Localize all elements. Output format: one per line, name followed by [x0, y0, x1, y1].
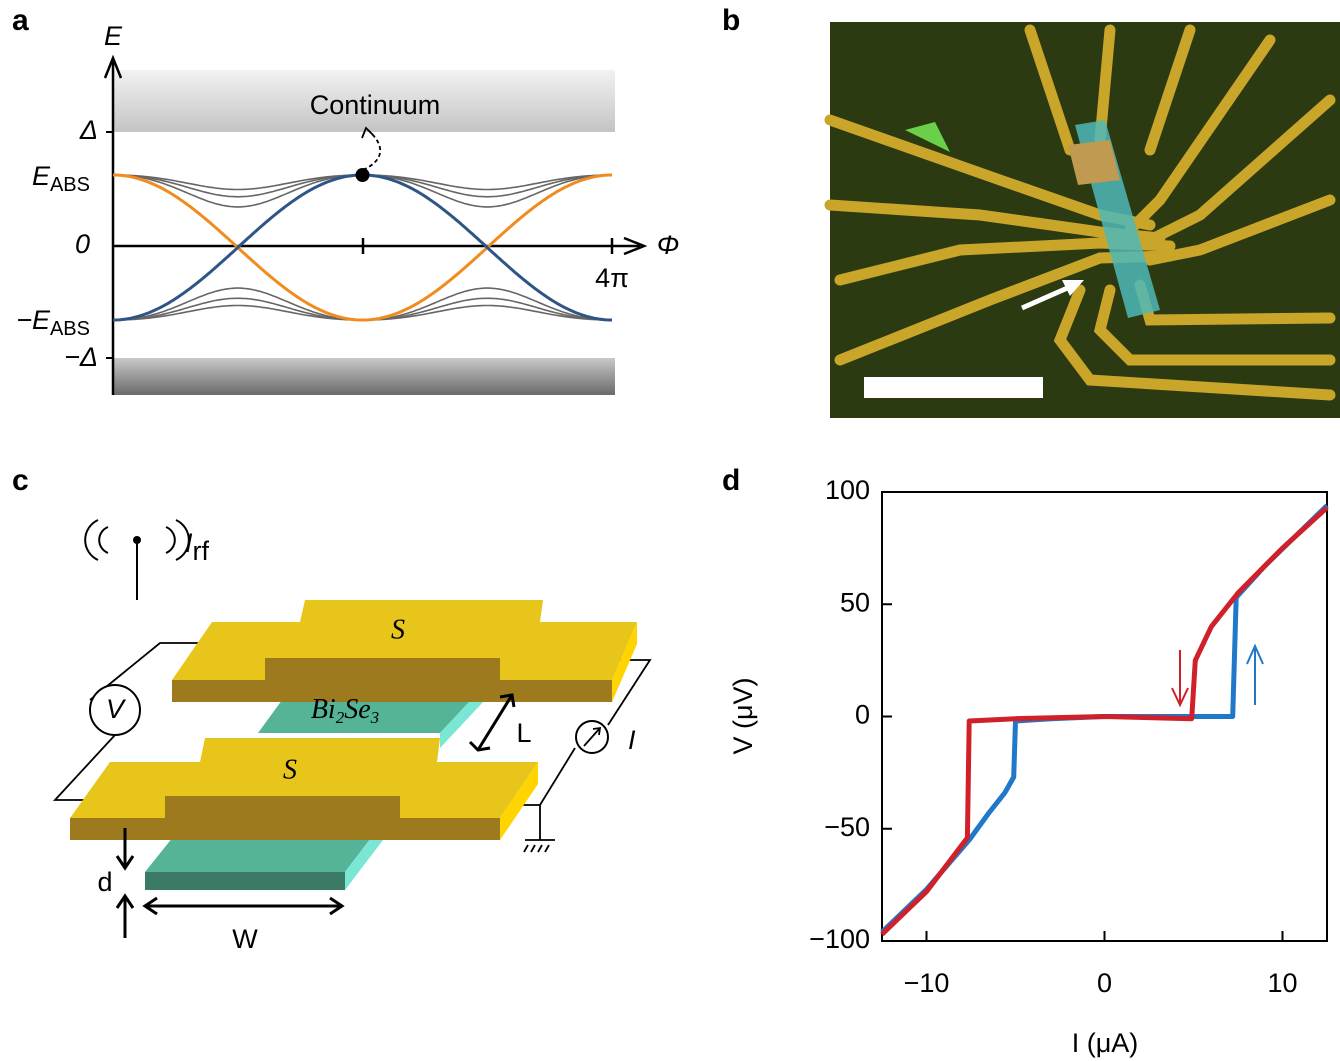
level-label: EABS [32, 161, 90, 196]
electrode-front [172, 658, 612, 702]
abs-curve [113, 173, 612, 322]
label-sub: ABS [50, 174, 90, 196]
voltmeter-label: V [106, 694, 127, 724]
ground [523, 839, 555, 853]
label-main: E [32, 161, 51, 191]
y-tick-label: −50 [824, 812, 870, 842]
level-label: −EABS [16, 305, 90, 340]
electrode-front [70, 796, 500, 840]
length-label: L [516, 718, 531, 748]
current-label: I [628, 725, 636, 755]
level-label: 0 [75, 229, 90, 259]
electrode-label: S [283, 754, 297, 785]
level-label: Δ [79, 115, 98, 145]
electrode-side [500, 762, 538, 840]
pointer-arrow [1020, 283, 1074, 311]
tick-label: 4π [595, 263, 629, 293]
y-axis-label: V (μV) [728, 677, 758, 754]
label-main: −E [16, 305, 51, 335]
panel-c: Irf S S Bi2Se3 V I L W d [52, 519, 652, 954]
current-arrow [583, 726, 602, 747]
label-sub: rf [193, 536, 210, 566]
label-main: Bi [311, 694, 336, 725]
rf-label: Irf [185, 528, 210, 566]
panel-a: E Φ Continuum Δ EABS 0 −EABS −Δ 4π [16, 21, 679, 395]
thickness-label: d [97, 867, 112, 897]
continuum-band [113, 70, 615, 132]
wire [52, 642, 215, 801]
state-dot [355, 168, 370, 182]
axis-arrow [623, 236, 648, 256]
electrode-side [612, 622, 637, 702]
voltmeter [89, 684, 141, 736]
level-label: −Δ [64, 342, 98, 372]
sweep-arrow [1171, 650, 1189, 708]
axis-arrow [103, 54, 123, 79]
label-main: Se [344, 694, 370, 725]
x-tick-label: −10 [904, 968, 950, 998]
scale-bar [864, 377, 1043, 398]
lead [1093, 284, 1336, 366]
x-axis-label: I (μA) [1072, 1028, 1139, 1058]
gray-band [113, 287, 612, 321]
y-tick-label: 0 [855, 700, 870, 730]
label-sub: 2 [336, 708, 345, 727]
x-tick-label: 10 [1267, 968, 1297, 998]
contact-pad [1068, 140, 1120, 185]
length-arrow [468, 693, 516, 752]
axis-label: E [104, 21, 123, 51]
panel-label: a [12, 4, 29, 37]
electrode-label: S [391, 614, 405, 645]
material-label: Bi2Se3 [311, 694, 379, 726]
lead [1144, 94, 1336, 246]
flake-front [145, 872, 345, 890]
y-tick-label: −100 [809, 924, 870, 954]
width-label: W [232, 924, 258, 954]
lead [1024, 24, 1076, 156]
arrow-head [1062, 280, 1084, 296]
panel-label: d [722, 464, 740, 497]
sweep-arrow [1246, 643, 1264, 705]
antenna-waves [84, 519, 190, 561]
transition-arrow [362, 129, 382, 171]
x-tick-label: 0 [1097, 968, 1112, 998]
axis-label: Φ [657, 230, 680, 260]
y-tick-label: 100 [825, 475, 870, 505]
series-line [880, 505, 1329, 937]
band-label: Continuum [310, 90, 441, 120]
panel-b [824, 22, 1340, 418]
lead [1144, 24, 1196, 156]
thickness-arrow [115, 828, 135, 938]
continuum-band [113, 358, 615, 395]
lead [1144, 194, 1336, 266]
y-tick-label: 50 [840, 587, 870, 617]
lead [1124, 34, 1276, 236]
panel-label: c [12, 464, 29, 497]
panel-label: b [722, 4, 740, 37]
label-sub: 3 [370, 708, 380, 727]
label-sub: ABS [50, 318, 90, 340]
micrograph [830, 22, 1340, 418]
lead [1053, 284, 1336, 401]
label-main: I [185, 528, 193, 558]
arrow-head [361, 126, 375, 139]
flake [905, 122, 950, 152]
width-arrow [142, 896, 345, 916]
